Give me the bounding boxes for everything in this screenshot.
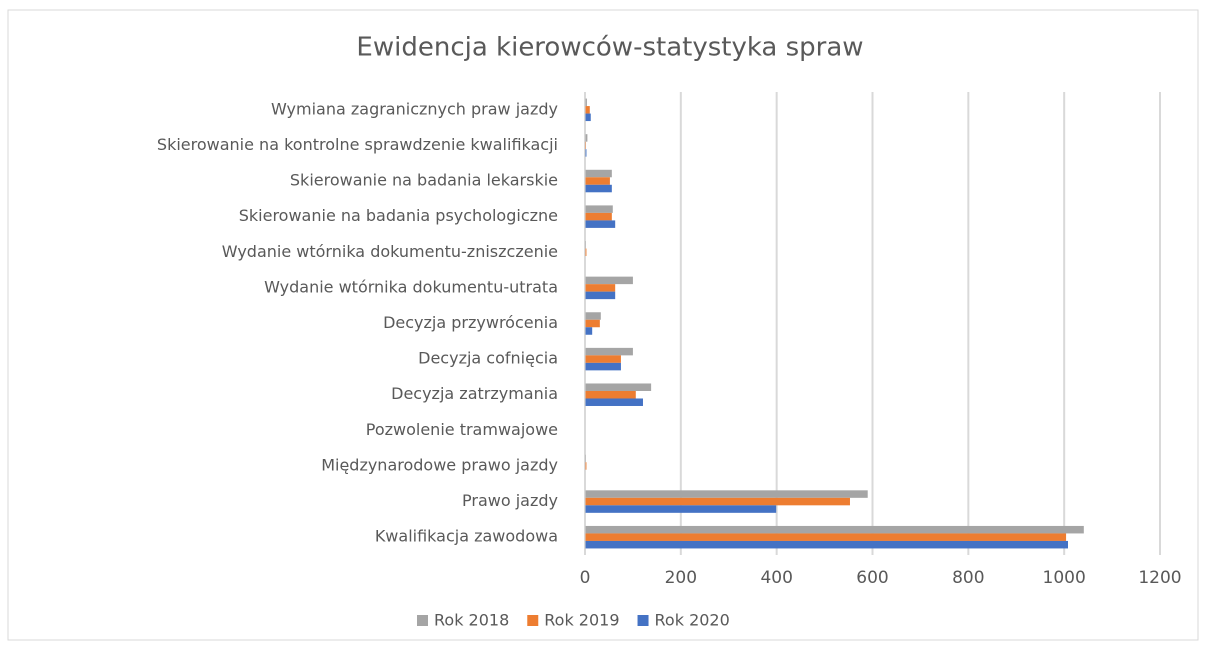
bar <box>585 398 643 406</box>
y-tick-label: Wydanie wtórnika dokumentu-utrata <box>264 277 558 296</box>
bar <box>585 106 590 114</box>
x-tick-label: 1200 <box>1138 568 1181 588</box>
y-tick-label: Decyzja zatrzymania <box>391 384 558 403</box>
bar <box>585 98 587 107</box>
bar <box>585 490 868 498</box>
bar <box>585 113 591 122</box>
bar <box>585 248 587 257</box>
x-tick-label: 800 <box>952 568 984 588</box>
x-tick-label: 400 <box>760 568 792 588</box>
bar <box>585 291 616 300</box>
bar <box>585 327 593 335</box>
y-tick-label: Decyzja przywrócenia <box>383 313 558 332</box>
bar <box>585 284 616 292</box>
bar <box>585 276 633 285</box>
y-tick-label: Wymiana zagranicznych praw jazdy <box>271 99 558 118</box>
x-tick-label: 1000 <box>1043 568 1086 588</box>
legend-swatch <box>527 615 539 626</box>
bar <box>585 347 633 356</box>
bar <box>585 497 850 506</box>
y-tick-label: Skierowanie na badania psychologiczne <box>239 206 558 225</box>
y-tick-label: Skierowanie na kontrolne sprawdzenie kwa… <box>157 135 558 154</box>
bar <box>585 355 621 363</box>
bar <box>585 390 636 399</box>
bar <box>585 134 588 142</box>
legend-swatch <box>637 615 649 626</box>
x-tick-label: 600 <box>856 568 888 588</box>
bar <box>585 383 652 391</box>
bar <box>585 205 613 213</box>
bar <box>585 177 610 185</box>
bar <box>585 505 777 513</box>
bar <box>585 184 612 193</box>
legend-label: Rok 2019 <box>544 611 619 630</box>
bar <box>585 212 612 221</box>
chart-title: Ewidencja kierowców-statystyka spraw <box>356 33 863 63</box>
bar <box>585 319 600 328</box>
legend-label: Rok 2020 <box>655 611 730 630</box>
bar <box>585 362 621 371</box>
bar <box>585 169 612 178</box>
y-tick-label: Skierowanie na badania lekarskie <box>290 171 558 190</box>
x-tick-label: 0 <box>580 568 591 588</box>
bar <box>585 540 1068 549</box>
bar <box>585 312 601 320</box>
y-tick-label: Międzynarodowe prawo jazdy <box>321 455 558 474</box>
legend-swatch <box>417 615 428 626</box>
bar <box>585 149 587 157</box>
legend-label: Rok 2018 <box>434 611 509 630</box>
bar <box>585 533 1067 541</box>
bar <box>585 462 587 470</box>
y-tick-label: Prawo jazdy <box>462 491 558 510</box>
y-tick-label: Wydanie wtórnika dokumentu-zniszczenie <box>222 242 558 261</box>
bar <box>585 220 616 228</box>
bar <box>585 525 1084 534</box>
y-tick-label: Pozwolenie tramwajowe <box>366 420 558 439</box>
y-tick-label: Kwalifikacja zawodowa <box>375 527 558 546</box>
y-tick-label: Decyzja cofnięcia <box>418 349 558 368</box>
x-tick-label: 200 <box>665 568 697 588</box>
